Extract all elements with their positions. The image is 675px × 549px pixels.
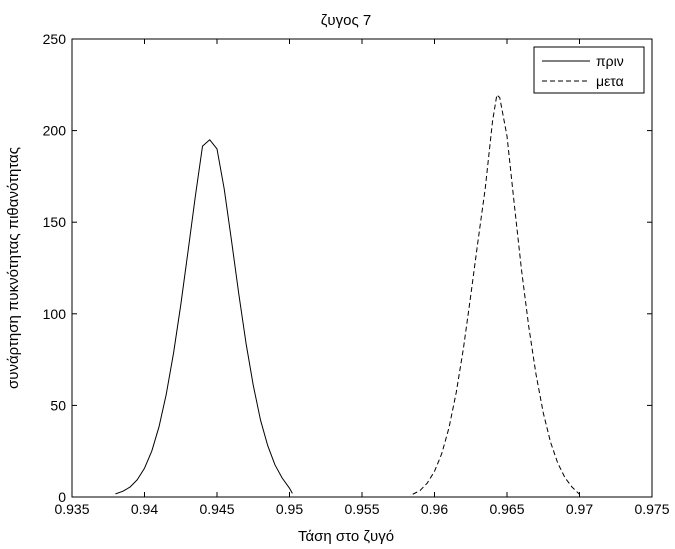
x-tick-label: 0.955 xyxy=(344,501,379,517)
chart-title: ζυγος 7 xyxy=(321,12,371,29)
series-lines xyxy=(115,94,580,495)
y-tick-label: 200 xyxy=(43,123,67,139)
series-line-before xyxy=(115,139,293,495)
legend-label: μετα xyxy=(596,73,624,89)
y-tick-label: 150 xyxy=(43,214,67,230)
y-tick-label: 100 xyxy=(43,306,67,322)
x-tick-label: 0.975 xyxy=(634,501,669,517)
x-axis-label: Τάση στο ζυγό xyxy=(298,528,394,545)
x-tick-label: 0.97 xyxy=(566,501,593,517)
series-line-after xyxy=(412,94,580,495)
legend-box xyxy=(533,46,645,94)
x-tick-label: 0.96 xyxy=(421,501,448,517)
x-tick-label: 0.94 xyxy=(131,501,158,517)
y-axis-label: συνάρτηση πυκνότητας πιθανότητας xyxy=(5,147,22,389)
axis-ticks: 0.935 0.94 0.945 0.95 0.955 0.96 0.965 0.97 0.97… xyxy=(43,31,670,517)
y-tick-label: 50 xyxy=(50,397,66,413)
y-tick-label: 0 xyxy=(58,489,66,505)
x-tick-label: 0.945 xyxy=(199,501,234,517)
legend: πριν μετα xyxy=(533,46,645,94)
x-tick-label: 0.965 xyxy=(489,501,524,517)
legend-label: πριν xyxy=(596,53,624,69)
x-tick-label: 0.935 xyxy=(54,501,89,517)
x-tick-label: 0.95 xyxy=(276,501,303,517)
y-tick-label: 250 xyxy=(43,31,67,47)
